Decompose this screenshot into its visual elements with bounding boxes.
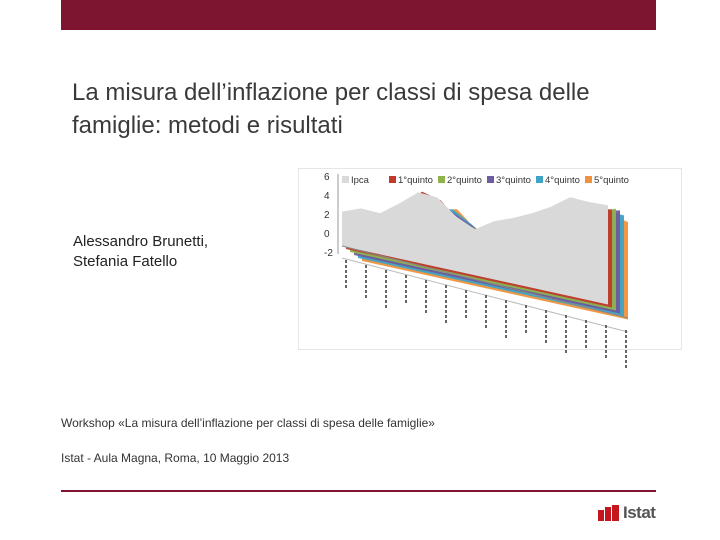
- legend-swatch: [487, 176, 494, 183]
- istat-logo-text: Istat: [623, 503, 656, 522]
- legend-swatch: [389, 176, 396, 183]
- legend-swatch: [342, 176, 349, 183]
- legend-swatch: [536, 176, 543, 183]
- x-axis-line: [341, 245, 629, 319]
- legend-entry: Ipca: [351, 175, 370, 186]
- y-tick-label: 6: [324, 172, 330, 183]
- author-name: Alessandro Brunetti,: [73, 233, 209, 250]
- legend-entry: 1°quinto: [398, 175, 433, 186]
- istat-logo: Istat: [598, 502, 658, 524]
- y-tick-label: 0: [324, 229, 330, 240]
- y-tick-label: 2: [324, 210, 330, 221]
- legend-entry: 4°quinto: [545, 175, 580, 186]
- legend-swatch: [585, 176, 592, 183]
- legend-entry: 5°quinto: [594, 175, 629, 186]
- inflation-chart-image: 6 4 2 0 -2 Ipca 1°quinto 2°quinto 3°quinto 4°quin…: [298, 168, 682, 390]
- chart-svg: 6 4 2 0 -2 Ipca 1°quinto 2°quinto 3°quinto 4°quin…: [298, 168, 682, 370]
- series-area: [342, 192, 608, 305]
- workshop-caption: Workshop «La misura dell’inflazione per …: [61, 416, 435, 430]
- slide-title: La misura dell’inflazione per classi di …: [72, 79, 590, 139]
- y-tick-label: 4: [324, 191, 330, 202]
- legend-swatch: [438, 176, 445, 183]
- author-name: Stefania Fatello: [73, 253, 178, 270]
- legend-entry: 3°quinto: [496, 175, 531, 186]
- istat-logo-mark-icon: [598, 505, 619, 521]
- bottom-divider: [61, 490, 656, 492]
- venue-caption: Istat - Aula Magna, Roma, 10 Maggio 2013: [61, 451, 290, 465]
- authors-block: Alessandro Brunetti, Stefania Fatello: [73, 232, 208, 272]
- top-brand-bar: [61, 0, 656, 30]
- y-tick-label: -2: [324, 248, 333, 259]
- legend-entry: 2°quinto: [447, 175, 482, 186]
